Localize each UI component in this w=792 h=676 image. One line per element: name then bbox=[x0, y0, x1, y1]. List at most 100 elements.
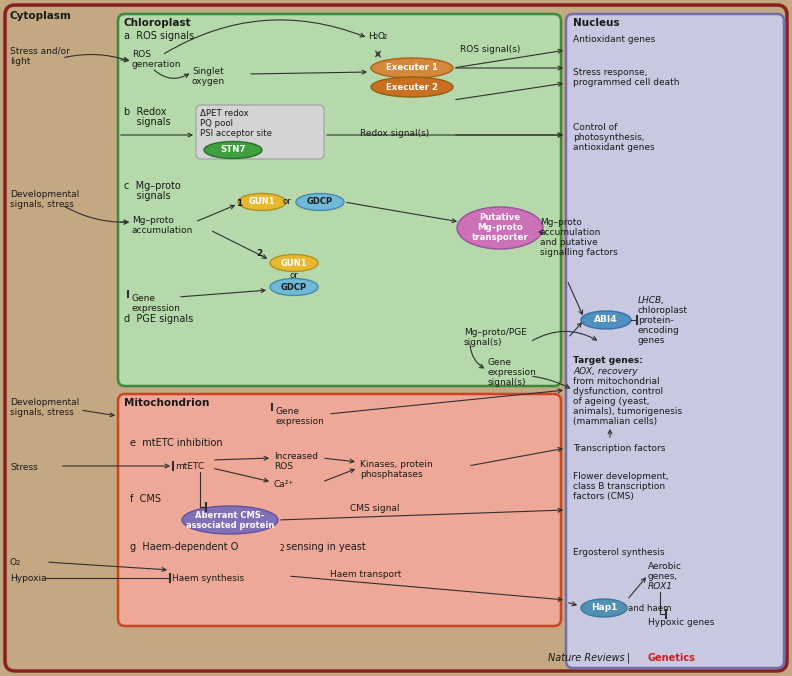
Text: accumulation: accumulation bbox=[132, 226, 193, 235]
Text: Executer 1: Executer 1 bbox=[386, 64, 438, 72]
Text: programmed cell death: programmed cell death bbox=[573, 78, 680, 87]
Text: signal(s): signal(s) bbox=[464, 338, 502, 347]
Text: Mg–proto/PGE: Mg–proto/PGE bbox=[464, 328, 527, 337]
Text: 2: 2 bbox=[256, 249, 262, 258]
Text: Stress and/or: Stress and/or bbox=[10, 47, 70, 56]
Ellipse shape bbox=[457, 207, 543, 249]
Text: Executer 2: Executer 2 bbox=[386, 82, 438, 91]
Ellipse shape bbox=[238, 193, 286, 210]
Ellipse shape bbox=[270, 254, 318, 272]
Text: a  ROS signals: a ROS signals bbox=[124, 31, 194, 41]
Text: sensing in yeast: sensing in yeast bbox=[283, 542, 366, 552]
Text: GDCP: GDCP bbox=[281, 283, 307, 291]
FancyBboxPatch shape bbox=[118, 394, 561, 626]
Text: Haem synthesis: Haem synthesis bbox=[172, 574, 244, 583]
Text: PSI acceptor site: PSI acceptor site bbox=[200, 129, 272, 138]
Text: GUN1: GUN1 bbox=[280, 258, 307, 268]
Text: Nature Reviews |: Nature Reviews | bbox=[548, 652, 632, 663]
Text: signals: signals bbox=[124, 117, 170, 127]
Text: signals, stress: signals, stress bbox=[10, 408, 74, 417]
Text: Aberrant CMS-: Aberrant CMS- bbox=[196, 510, 265, 519]
Text: f  CMS: f CMS bbox=[130, 494, 161, 504]
Text: (mammalian cells): (mammalian cells) bbox=[573, 417, 657, 426]
Text: light: light bbox=[10, 57, 30, 66]
Text: O: O bbox=[10, 558, 17, 567]
Text: 2: 2 bbox=[374, 34, 379, 40]
Text: and haem: and haem bbox=[628, 604, 672, 613]
Ellipse shape bbox=[371, 77, 453, 97]
Text: Mg–proto: Mg–proto bbox=[132, 216, 174, 225]
Text: signals, stress: signals, stress bbox=[10, 200, 74, 209]
Text: g  Haem-dependent O: g Haem-dependent O bbox=[130, 542, 238, 552]
Text: accumulation: accumulation bbox=[540, 228, 601, 237]
Ellipse shape bbox=[581, 599, 627, 617]
Text: or: or bbox=[283, 197, 291, 206]
Ellipse shape bbox=[204, 141, 262, 158]
Text: STN7: STN7 bbox=[220, 145, 246, 155]
Text: ΔPET redox: ΔPET redox bbox=[200, 109, 249, 118]
Text: Flower development,: Flower development, bbox=[573, 472, 668, 481]
Text: Control of: Control of bbox=[573, 123, 618, 132]
Text: Putative: Putative bbox=[479, 214, 520, 222]
Text: chloroplast: chloroplast bbox=[638, 306, 688, 315]
Text: ROS signal(s): ROS signal(s) bbox=[460, 45, 520, 54]
Text: 2: 2 bbox=[383, 34, 387, 40]
Text: c  Mg–proto: c Mg–proto bbox=[124, 181, 181, 191]
Text: Singlet: Singlet bbox=[192, 67, 224, 76]
Text: CMS signal: CMS signal bbox=[350, 504, 399, 513]
Text: signalling factors: signalling factors bbox=[540, 248, 618, 257]
Text: genes,: genes, bbox=[648, 572, 678, 581]
Text: genes: genes bbox=[638, 336, 665, 345]
FancyBboxPatch shape bbox=[196, 105, 324, 159]
Text: antioxidant genes: antioxidant genes bbox=[573, 143, 655, 152]
Text: Nucleus: Nucleus bbox=[573, 18, 619, 28]
Text: Gene: Gene bbox=[276, 407, 300, 416]
Text: signals: signals bbox=[124, 191, 170, 201]
Text: Chloroplast: Chloroplast bbox=[124, 18, 192, 28]
Text: Redox signal(s): Redox signal(s) bbox=[360, 129, 429, 138]
Text: ABI4: ABI4 bbox=[594, 316, 618, 324]
Text: encoding: encoding bbox=[638, 326, 680, 335]
Text: and putative: and putative bbox=[540, 238, 598, 247]
Text: oxygen: oxygen bbox=[192, 77, 225, 86]
Text: GDCP: GDCP bbox=[307, 197, 333, 206]
Text: Ca²⁺: Ca²⁺ bbox=[274, 480, 294, 489]
Text: Mg–proto: Mg–proto bbox=[540, 218, 582, 227]
Text: H: H bbox=[368, 32, 375, 41]
FancyBboxPatch shape bbox=[118, 14, 561, 386]
Text: animals), tumorigenesis: animals), tumorigenesis bbox=[573, 407, 682, 416]
Ellipse shape bbox=[581, 311, 631, 329]
Text: Target genes:: Target genes: bbox=[573, 356, 643, 365]
Text: signal(s): signal(s) bbox=[488, 378, 527, 387]
Text: Haem transport: Haem transport bbox=[330, 570, 402, 579]
Text: class B transcription: class B transcription bbox=[573, 482, 665, 491]
Text: ROS: ROS bbox=[132, 50, 151, 59]
Text: Genetics: Genetics bbox=[648, 653, 696, 663]
Text: Aerobic: Aerobic bbox=[648, 562, 682, 571]
Text: Stress response,: Stress response, bbox=[573, 68, 647, 77]
Text: 1: 1 bbox=[236, 199, 242, 208]
Text: e  mtETC inhibition: e mtETC inhibition bbox=[130, 438, 223, 448]
Text: phosphatases: phosphatases bbox=[360, 470, 423, 479]
Text: Mitochondrion: Mitochondrion bbox=[124, 398, 209, 408]
Text: ROX1: ROX1 bbox=[648, 582, 673, 591]
Text: Kinases, protein: Kinases, protein bbox=[360, 460, 432, 469]
Text: or: or bbox=[290, 270, 299, 279]
Text: Ergosterol synthesis: Ergosterol synthesis bbox=[573, 548, 664, 557]
Text: dysfunction, control: dysfunction, control bbox=[573, 387, 663, 396]
Text: Antioxidant genes: Antioxidant genes bbox=[573, 35, 655, 44]
Text: from mitochondrial: from mitochondrial bbox=[573, 377, 660, 386]
Text: 2: 2 bbox=[16, 560, 21, 566]
Ellipse shape bbox=[182, 506, 278, 534]
Text: factors (CMS): factors (CMS) bbox=[573, 492, 634, 501]
Text: Stress: Stress bbox=[10, 463, 38, 472]
Text: GUN1: GUN1 bbox=[249, 197, 276, 206]
Text: d  PGE signals: d PGE signals bbox=[124, 314, 193, 324]
Text: Transcription factors: Transcription factors bbox=[573, 444, 665, 453]
Text: protein-: protein- bbox=[638, 316, 674, 325]
Text: 2: 2 bbox=[279, 544, 284, 553]
Text: expression: expression bbox=[488, 368, 537, 377]
Text: Hypoxic genes: Hypoxic genes bbox=[648, 618, 714, 627]
Ellipse shape bbox=[296, 193, 344, 210]
Text: Gene: Gene bbox=[132, 294, 156, 303]
